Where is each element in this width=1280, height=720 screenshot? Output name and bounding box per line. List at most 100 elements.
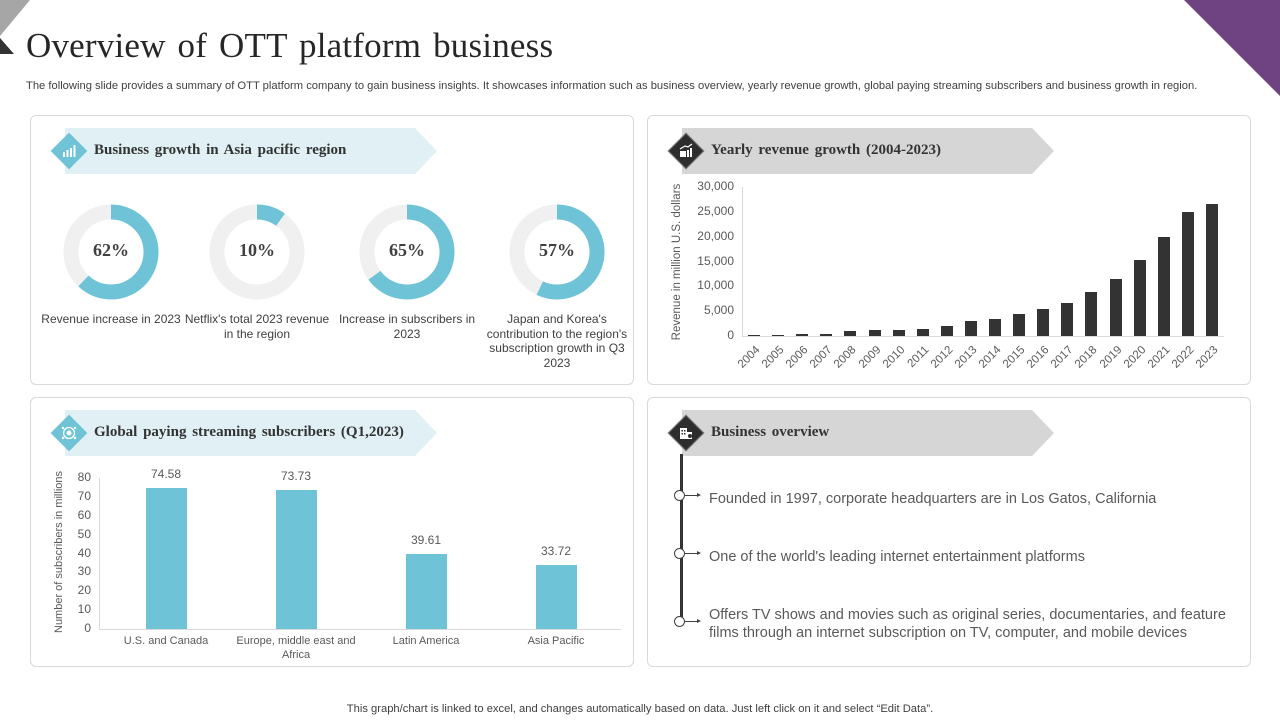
revenue-bar[interactable] bbox=[1061, 303, 1074, 336]
y-tick: 40 bbox=[77, 545, 91, 560]
bar-value-label: 73.73 bbox=[280, 468, 312, 483]
y-tick: 25,000 bbox=[697, 203, 734, 218]
x-category-label: Latin America bbox=[392, 635, 460, 647]
y-tick: 5,000 bbox=[703, 303, 734, 318]
x-tick: 2022 bbox=[1169, 344, 1197, 371]
revenue-bar[interactable] bbox=[844, 331, 857, 336]
business-overview-title: Business overview bbox=[711, 424, 830, 440]
revenue-bar[interactable] bbox=[1013, 314, 1026, 336]
x-tick: 2018 bbox=[1073, 344, 1100, 371]
y-tick: 30 bbox=[77, 564, 91, 579]
subscribers-bar[interactable] bbox=[535, 565, 577, 629]
revenue-bar[interactable] bbox=[964, 321, 977, 336]
overview-item-text: Offers TV shows and movies such as origi… bbox=[709, 607, 1226, 641]
yearly-revenue-title: Yearly revenue growth (2004-2023) bbox=[711, 142, 941, 158]
x-tick: 2005 bbox=[760, 344, 787, 371]
x-category-label: Asia Pacific bbox=[527, 635, 585, 647]
donut-caption: Revenue increase in 2023 bbox=[41, 312, 181, 326]
revenue-bar[interactable] bbox=[1133, 259, 1146, 336]
x-category-label: Europe, middle east and Africa bbox=[236, 635, 356, 661]
revenue-bar[interactable] bbox=[916, 329, 929, 336]
revenue-bar[interactable] bbox=[748, 335, 761, 336]
y-axis bbox=[742, 187, 743, 336]
overview-item-text: One of the world's leading internet ente… bbox=[709, 549, 1085, 565]
subscribers-bar[interactable] bbox=[275, 489, 317, 629]
x-axis bbox=[742, 336, 1224, 337]
x-tick: 2019 bbox=[1097, 344, 1125, 371]
bar-value-label: 39.61 bbox=[410, 533, 442, 548]
x-category-label: U.S. and Canada bbox=[123, 635, 209, 647]
arrow-icon bbox=[685, 551, 701, 555]
revenue-bar[interactable] bbox=[1037, 309, 1050, 336]
yearly-revenue-chart[interactable]: Revenue in million U.S. dollars 0 5,000 10,… bbox=[648, 116, 1252, 371]
x-tick: 2010 bbox=[880, 344, 908, 371]
buildings-icon bbox=[667, 414, 705, 452]
overview-item-text: Founded in 1997, corporate headquarters … bbox=[709, 491, 1157, 507]
revenue-bar[interactable] bbox=[868, 330, 881, 336]
x-tick: 2021 bbox=[1145, 344, 1173, 371]
x-tick: 2011 bbox=[905, 344, 932, 370]
subscribers-bar[interactable] bbox=[405, 554, 447, 629]
y-tick: 30,000 bbox=[697, 179, 734, 193]
revenue-bar[interactable] bbox=[892, 330, 905, 336]
subscribers-panel: Global paying streaming subscribers (Q1,… bbox=[30, 397, 634, 667]
y-axis bbox=[99, 478, 100, 629]
donut-value: 10% bbox=[239, 240, 275, 260]
donut-value: 57% bbox=[539, 240, 575, 260]
overview-item: One of the world's leading internet ente… bbox=[674, 548, 1229, 566]
y-tick: 10,000 bbox=[697, 278, 734, 293]
x-tick: 2009 bbox=[856, 344, 884, 371]
donut-gauge: 62% bbox=[63, 204, 159, 300]
donut-caption: Increase in subscribers in 2023 bbox=[338, 312, 476, 341]
timeline-node-icon bbox=[674, 616, 685, 627]
page-subtitle: The following slide provides a summary o… bbox=[26, 80, 1198, 92]
x-tick: 2012 bbox=[928, 344, 956, 371]
revenue-bar[interactable] bbox=[940, 326, 953, 336]
donut-gauge: 10% bbox=[209, 204, 305, 300]
revenue-bar[interactable] bbox=[820, 333, 833, 336]
x-tick: 2013 bbox=[952, 344, 980, 371]
overview-item: Founded in 1997, corporate headquarters … bbox=[674, 490, 1229, 508]
revenue-bar[interactable] bbox=[772, 334, 785, 336]
x-tick: 2017 bbox=[1049, 344, 1076, 371]
y-tick: 20 bbox=[77, 583, 91, 598]
timeline-node-icon bbox=[674, 490, 685, 501]
x-tick: 2015 bbox=[1001, 344, 1028, 371]
donut-value: 62% bbox=[93, 240, 129, 260]
y-tick: 50 bbox=[77, 526, 91, 541]
revenue-bar[interactable] bbox=[1109, 279, 1122, 336]
arrow-icon bbox=[685, 493, 701, 497]
revenue-bar[interactable] bbox=[1085, 292, 1098, 336]
revenue-bar[interactable] bbox=[796, 333, 809, 336]
revenue-bar[interactable] bbox=[1181, 212, 1194, 336]
revenue-bar[interactable] bbox=[989, 319, 1002, 336]
y-tick: 0 bbox=[84, 621, 91, 635]
x-tick: 2014 bbox=[976, 344, 1004, 371]
revenue-bar[interactable] bbox=[1205, 204, 1218, 336]
page-title: Overview of OTT platform business bbox=[26, 26, 554, 65]
globe-subscribers-icon bbox=[50, 414, 88, 452]
subscribers-bar[interactable] bbox=[145, 488, 187, 629]
x-tick: 2023 bbox=[1193, 344, 1221, 371]
y-tick: 15,000 bbox=[697, 253, 734, 268]
x-tick: 2020 bbox=[1121, 344, 1149, 371]
timeline-line bbox=[680, 454, 683, 620]
revenue-bar[interactable] bbox=[1157, 236, 1170, 336]
x-axis bbox=[99, 629, 621, 630]
yearly-revenue-panel: Yearly revenue growth (2004-2023) Revenu… bbox=[647, 115, 1251, 385]
yearly-revenue-header: Yearly revenue growth (2004-2023) bbox=[664, 128, 1054, 174]
arrow-icon bbox=[685, 619, 701, 623]
x-tick: 2008 bbox=[832, 344, 859, 371]
x-tick: 2004 bbox=[735, 344, 763, 371]
y-tick: 0 bbox=[727, 328, 734, 342]
y-tick: 10 bbox=[77, 602, 91, 617]
x-tick: 2016 bbox=[1025, 344, 1052, 371]
x-tick: 2007 bbox=[808, 344, 835, 371]
corner-decoration-purple bbox=[1184, 0, 1280, 96]
footer-note: This graph/chart is linked to excel, and… bbox=[346, 703, 934, 715]
asia-pacific-panel: Business growth in Asia pacific region 6… bbox=[30, 115, 634, 385]
asia-pacific-header: Business growth in Asia pacific region bbox=[47, 128, 437, 174]
subscribers-chart[interactable]: Number of subscribers in millions 0 10 20 30… bbox=[31, 398, 635, 668]
donut-value: 65% bbox=[389, 240, 425, 260]
bar-value-label: 33.72 bbox=[540, 544, 572, 559]
